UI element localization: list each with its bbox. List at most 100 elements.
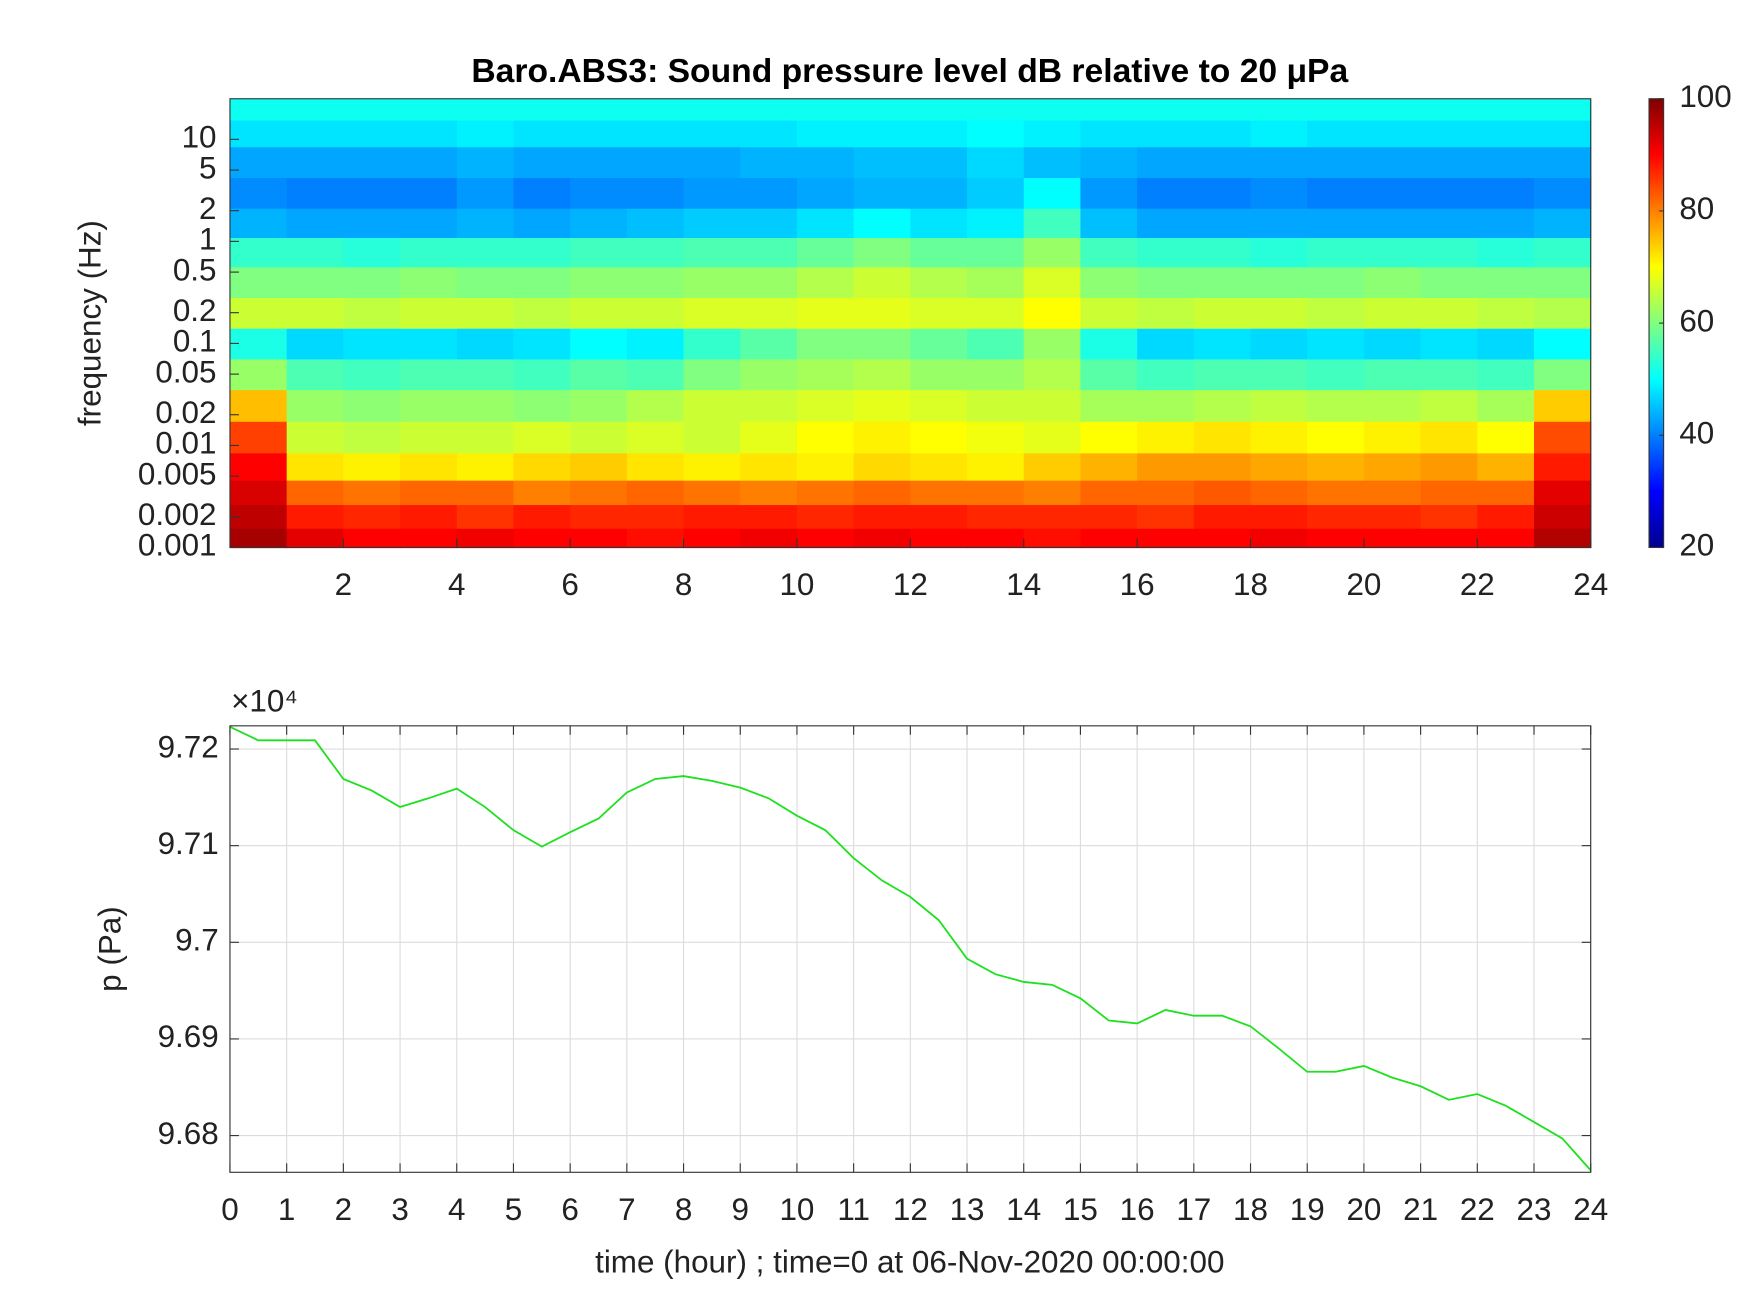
heatmap-cell (1534, 452, 1592, 481)
heatmap-cell (1080, 452, 1138, 481)
heatmap-cell (683, 237, 741, 268)
heatmap-cell (286, 208, 345, 239)
heatmap-cell (286, 389, 345, 422)
x-tick-label: 5 (505, 1192, 522, 1227)
heatmap-cell (1250, 504, 1308, 529)
heatmap-cell (570, 328, 628, 360)
heatmap-cell (740, 528, 798, 549)
heatmap-cell (570, 452, 628, 481)
spectrogram: 2 4 6 8 10 12 14 16 18 20 22 240.0010.0020.0050.010… (138, 79, 1732, 602)
heatmap-cell (796, 266, 855, 299)
heatmap-cell (1534, 98, 1592, 121)
x-tick-label: 11 (837, 1192, 870, 1227)
heatmap-cell (513, 328, 571, 360)
heatmap-cell (910, 146, 968, 179)
heatmap-cell (229, 421, 288, 454)
heatmap-cell (400, 504, 458, 529)
heatmap-cell (570, 389, 628, 422)
heatmap-cell (456, 237, 515, 268)
heatmap-cell (626, 177, 685, 209)
heatmap-cell (740, 177, 798, 209)
heatmap-cell (1137, 480, 1195, 506)
heatmap-cell (1250, 452, 1308, 481)
heatmap-cell (1420, 421, 1478, 454)
heatmap-cell (1420, 208, 1478, 239)
heatmap-cell (1137, 266, 1195, 299)
heatmap-cell (1420, 98, 1478, 121)
heatmap-cell (229, 452, 288, 481)
heatmap-cell (1250, 237, 1308, 268)
heatmap-cell (683, 98, 741, 121)
heatmap-cell (343, 421, 401, 454)
x-tick-label: 24 (1573, 1192, 1608, 1227)
heatmap-cell (740, 119, 798, 148)
heatmap-cell (1137, 297, 1195, 329)
y-tick-label: 0.002 (138, 497, 217, 532)
heatmap-cell (400, 358, 458, 391)
heatmap-cell (1023, 98, 1082, 121)
heatmap-cell (796, 504, 855, 529)
heatmap-cell (456, 208, 515, 239)
heatmap-cell (513, 177, 571, 209)
heatmap-cell (1023, 358, 1082, 391)
heatmap-cell (1193, 119, 1252, 148)
heatmap-cell (1137, 328, 1195, 360)
heatmap-cell (967, 146, 1025, 179)
heatmap-cell (853, 266, 912, 299)
heatmap-cell (513, 421, 571, 454)
heatmap-cell (343, 480, 401, 506)
heatmap-cell (1193, 421, 1252, 454)
heatmap-cell (853, 98, 912, 121)
heatmap-cell (1307, 119, 1365, 148)
heatmap-cell (683, 208, 741, 239)
heatmap-cell (967, 452, 1025, 481)
y-tick-label: 2 (199, 191, 216, 226)
heatmap-cell (570, 146, 628, 179)
heatmap-cell (513, 297, 571, 329)
heatmap-cell (740, 237, 798, 268)
heatmap-cell (1307, 98, 1365, 121)
heatmap-cell (740, 421, 798, 454)
heatmap-cell (286, 98, 345, 121)
heatmap-cell (1193, 504, 1252, 529)
y-tick-label: 9.7 (175, 923, 219, 958)
heatmap-cell (343, 208, 401, 239)
heatmap-cell (1477, 528, 1535, 549)
chart-title: Baro.ABS3: Sound pressure level dB relat… (471, 53, 1348, 90)
x-tick-label: 20 (1346, 1192, 1381, 1227)
heatmap-cell (740, 328, 798, 360)
x-tick-label: 18 (1233, 1192, 1268, 1227)
heatmap-cell (853, 421, 912, 454)
heatmap-cell (570, 237, 628, 268)
heatmap-cell (910, 177, 968, 209)
heatmap-cell (740, 98, 798, 121)
heatmap-cell (683, 480, 741, 506)
heatmap-cell (400, 297, 458, 329)
heatmap-cell (1137, 389, 1195, 422)
heatmap-cell (229, 504, 288, 529)
heatmap-cell (343, 177, 401, 209)
heatmap-cell (513, 266, 571, 299)
heatmap-cell (513, 504, 571, 529)
heatmap-cell (1023, 389, 1082, 422)
heatmap-cell (796, 177, 855, 209)
x-tick-label: 13 (950, 1192, 985, 1227)
heatmap-cell (1534, 358, 1592, 391)
heatmap-cell (1363, 528, 1422, 549)
heatmap-cell (1420, 358, 1478, 391)
heatmap-cell (796, 146, 855, 179)
heatmap-cell (1080, 297, 1138, 329)
heatmap-cell (229, 389, 288, 422)
heatmap-cell (286, 297, 345, 329)
heatmap-cell (1137, 452, 1195, 481)
pressure-plot: 0 1 2 3 4 5 6 7 8 9 10 11 12 13 14 15 16 17 18 19 20 21 22 23 24… (158, 725, 1608, 1227)
heatmap-cell (570, 208, 628, 239)
heatmap-cell (1307, 421, 1365, 454)
heatmap-cell (1193, 266, 1252, 299)
colorbar-tick-label: 100 (1679, 79, 1731, 114)
heatmap-cell (1137, 504, 1195, 529)
heatmap-cell (1534, 421, 1592, 454)
heatmap-cell (1477, 389, 1535, 422)
heatmap-cell (683, 146, 741, 179)
x-tick-label: 22 (1460, 567, 1495, 602)
